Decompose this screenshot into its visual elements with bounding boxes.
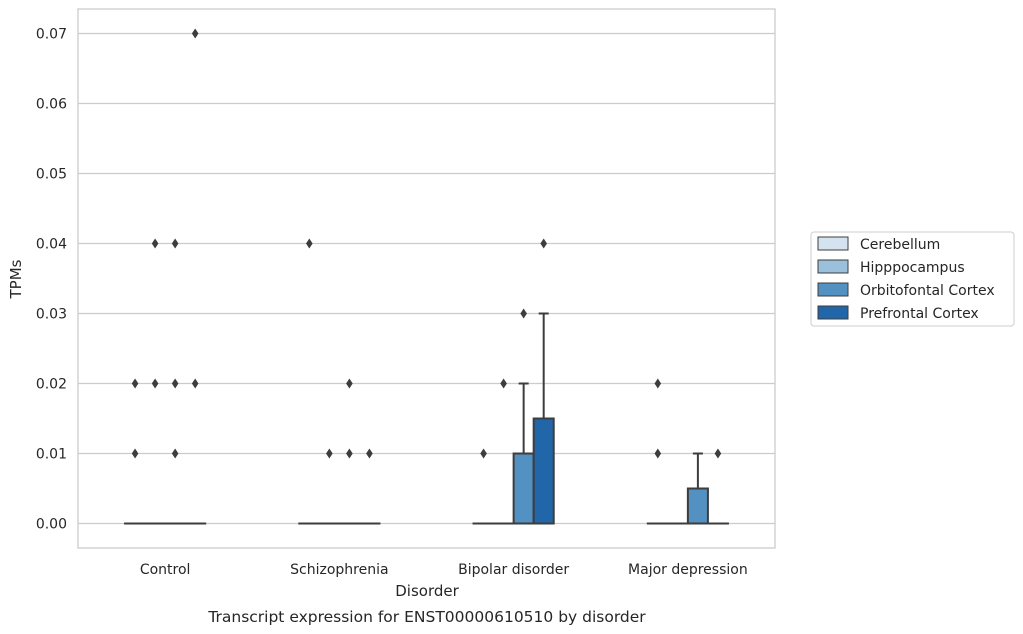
outlier-point [191, 378, 199, 389]
outlier-point [131, 448, 139, 459]
y-tick-label: 0.06 [36, 97, 67, 113]
legend-entry-label: Cerebellum [860, 237, 940, 253]
y-tick-label: 0.01 [36, 447, 67, 463]
x-axis-label: Disorder [395, 582, 459, 600]
x-tick-label: Bipolar disorder [458, 562, 569, 578]
outlier-point [326, 448, 333, 459]
legend: Cerebellum Hipppocampus Orbitofontal Corte… [810, 231, 1015, 327]
outlier-point [480, 448, 487, 459]
box [512, 452, 535, 525]
series-group [144, 238, 689, 525]
outlier-point [151, 378, 159, 389]
y-tick-label: 0.03 [36, 307, 67, 323]
legend-entry-label: Orbitofontal Cortex [860, 283, 995, 299]
gridlines [78, 32, 775, 525]
y-axis-label: TPMs [7, 259, 25, 299]
outlier-point [346, 448, 353, 459]
outlier-point [540, 238, 547, 249]
chart-caption: Transcript expression for ENST0000061051… [207, 608, 646, 626]
y-tick-label: 0.07 [36, 27, 67, 43]
x-tick-labels: Control Schizophrenia Bipolar disorder Majo… [140, 562, 748, 578]
series-group [164, 238, 709, 525]
outlier-point [171, 238, 179, 249]
outlier-point [151, 238, 159, 249]
y-tick-label: 0.00 [36, 517, 67, 533]
outlier-point [171, 378, 179, 389]
outlier-point [500, 378, 507, 389]
series-group [184, 28, 729, 525]
legend-entry-label: Prefrontal Cortex [860, 306, 979, 322]
x-tick-label: Control [140, 562, 191, 578]
y-tick-labels: 0.00 0.01 0.02 0.03 0.04 0.05 0.06 0.07 [36, 27, 67, 533]
plot-area-frame [77, 8, 776, 549]
x-tick-label: Major depression [628, 562, 748, 578]
legend-swatch [817, 305, 849, 320]
legend-swatch [817, 282, 849, 297]
x-tick-label: Schizophrenia [290, 562, 388, 578]
outlier-point [171, 448, 179, 459]
outlier-point [654, 378, 662, 389]
y-tick-label: 0.04 [36, 237, 67, 253]
outlier-point [520, 308, 527, 319]
box-series-layer [124, 28, 729, 525]
y-tick-label: 0.05 [36, 167, 67, 183]
outlier-point [306, 238, 313, 249]
outlier-point [131, 378, 139, 389]
outlier-point [346, 378, 353, 389]
outlier-point [714, 448, 722, 459]
box [532, 417, 555, 525]
legend-entry-label: Hipppocampus [860, 260, 965, 276]
series-group [124, 238, 669, 525]
outlier-point [191, 28, 199, 39]
box [686, 487, 709, 525]
legend-swatch [817, 236, 849, 251]
outlier-point [654, 448, 662, 459]
y-tick-label: 0.02 [36, 377, 67, 393]
legend-swatch [817, 259, 849, 274]
legend-frame [810, 231, 1015, 327]
outlier-point [366, 448, 373, 459]
